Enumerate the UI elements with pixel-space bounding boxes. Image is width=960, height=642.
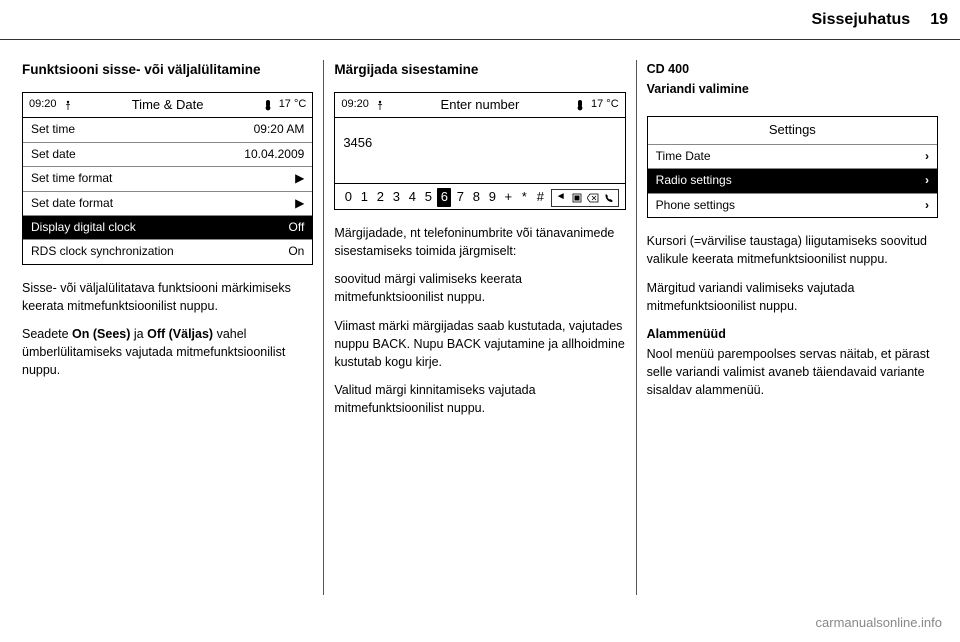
row-label: Set time format: [31, 170, 112, 187]
row-value: On: [288, 243, 304, 260]
dial-digit: #: [533, 188, 547, 207]
page-number: 19: [930, 11, 948, 29]
chevron-right-icon: ›: [925, 172, 929, 189]
screen-settings: Settings Time Date›Radio settings›Phone …: [647, 116, 938, 218]
antenna-icon: [373, 98, 387, 112]
row-label: Phone settings: [656, 197, 735, 214]
settings-row: Set date format ▶: [23, 192, 312, 216]
dial-digit: 5: [421, 188, 435, 207]
row-value: 10.04.2009: [244, 146, 304, 163]
column-1: Funktsiooni sisse- või väljalülitamine 0…: [12, 60, 323, 595]
col1-p2d: Off (Väljas): [147, 327, 213, 341]
settings-row: Time Date ›: [648, 144, 937, 168]
chevron-right-icon: ›: [925, 197, 929, 214]
screen-enter-number: 09:20 Enter number 17 °C 3456 0123456789…: [334, 92, 625, 211]
chevron-right-icon: ▶: [295, 170, 304, 187]
col2-p4: Valitud märgi kinnitamiseks vajutada mit…: [334, 381, 625, 417]
chevron-right-icon: ›: [925, 148, 929, 165]
row-value: 09:20 AM: [254, 121, 305, 138]
settings-row: Set time 09:20 AM: [23, 118, 312, 142]
dial-digit: 2: [373, 188, 387, 207]
col3-p2: Märgitud variandi valimiseks vajutada mi…: [647, 279, 938, 315]
dial-digit: 0: [341, 188, 355, 207]
screen2-temp: 17 °C: [591, 97, 619, 113]
dial-digit: 3: [389, 188, 403, 207]
row-value: Off: [289, 219, 305, 236]
page-header: Sissejuhatus 19: [0, 0, 960, 40]
settings-row: Set time format ▶: [23, 167, 312, 191]
back-arrow-icon: ◄: [554, 191, 568, 205]
contacts-icon: [570, 191, 584, 205]
screen2-header: 09:20 Enter number 17 °C: [335, 93, 624, 119]
settings-row: Set date 10.04.2009: [23, 143, 312, 167]
screen-time-date: 09:20 Time & Date 17 °C Set time 09:20 AM…: [22, 92, 313, 265]
thermometer-icon: [573, 98, 587, 112]
row-label: RDS clock synchronization: [31, 243, 174, 260]
col3-p3: Nool menüü parempoolses servas näitab, e…: [647, 345, 938, 399]
settings-row: Phone settings ›: [648, 193, 937, 217]
dial-digit: 1: [357, 188, 371, 207]
col3-p1: Kursori (=värvilise taustaga) liigutamis…: [647, 232, 938, 268]
screen1-time: 09:20: [29, 97, 57, 113]
delete-icon: [586, 191, 600, 205]
row-label: Time Date: [656, 148, 711, 165]
thermometer-icon: [261, 98, 275, 112]
dial-digit: 6: [437, 188, 451, 207]
screen2-time: 09:20: [341, 97, 369, 113]
row-label: Set date: [31, 146, 76, 163]
row-label: Set time: [31, 121, 75, 138]
settings-row: Display digital clock Off: [23, 216, 312, 240]
settings-row: Radio settings ›: [648, 168, 937, 192]
dial-digit: 7: [453, 188, 467, 207]
col1-p2c: ja: [130, 327, 147, 341]
dial-digits: 0123456789+*#: [341, 188, 547, 207]
watermark: carmanualsonline.info: [816, 615, 942, 630]
col3-line2: Variandi valimine: [647, 80, 938, 98]
row-label: Display digital clock: [31, 219, 136, 236]
dial-body: 3456: [335, 118, 624, 183]
chevron-right-icon: ▶: [295, 195, 304, 212]
settings-row: RDS clock synchronization On: [23, 240, 312, 263]
row-label: Set date format: [31, 195, 113, 212]
col1-p2b: On (Sees): [72, 327, 130, 341]
dial-digit: 9: [485, 188, 499, 207]
antenna-icon: [61, 98, 75, 112]
screen3-title: Settings: [648, 117, 937, 144]
column-3: CD 400 Variandi valimine Settings Time D…: [636, 60, 948, 595]
col2-p2: soovitud märgi valimiseks keerata mitmef…: [334, 270, 625, 306]
header-title: Sissejuhatus: [812, 11, 911, 29]
col3-subhead: Alammenüüd: [647, 325, 938, 343]
dial-row: 0123456789+*# ◄: [335, 183, 624, 209]
screen2-title: Enter number: [391, 96, 569, 115]
col2-p1: Märgijadade, nt telefoninumbrite või tän…: [334, 224, 625, 260]
col1-p2a: Seadete: [22, 327, 72, 341]
screen3-rows: Time Date › Radio settings › Phone settings ›: [648, 144, 937, 217]
column-2: Märgijada sisestamine 09:20 Enter number…: [323, 60, 635, 595]
screen1-title: Time & Date: [79, 96, 257, 115]
col1-p2: Seadete On (Sees) ja Off (Väljas) vahel …: [22, 325, 313, 379]
screen1-temp: 17 °C: [279, 97, 307, 113]
dial-digit: *: [517, 188, 531, 207]
col1-p1: Sisse- või väljalülitatava funktsiooni m…: [22, 279, 313, 315]
dial-digit: 8: [469, 188, 483, 207]
col1-heading: Funktsiooni sisse- või väljalülitamine: [22, 60, 313, 80]
dial-digit: 4: [405, 188, 419, 207]
dial-action-icons: ◄: [551, 189, 619, 207]
dial-digit: +: [501, 188, 515, 207]
phone-icon: [602, 191, 616, 205]
col2-p3: Viimast märki märgijadas saab kustutada,…: [334, 317, 625, 371]
columns: Funktsiooni sisse- või väljalülitamine 0…: [0, 40, 960, 595]
row-label: Radio settings: [656, 172, 732, 189]
dial-entered: 3456: [343, 134, 616, 153]
screen1-header: 09:20 Time & Date 17 °C: [23, 93, 312, 119]
col2-heading: Märgijada sisestamine: [334, 60, 625, 80]
screen1-rows: Set time 09:20 AM Set date 10.04.2009 Set ti…: [23, 118, 312, 263]
col3-line1: CD 400: [647, 60, 938, 78]
